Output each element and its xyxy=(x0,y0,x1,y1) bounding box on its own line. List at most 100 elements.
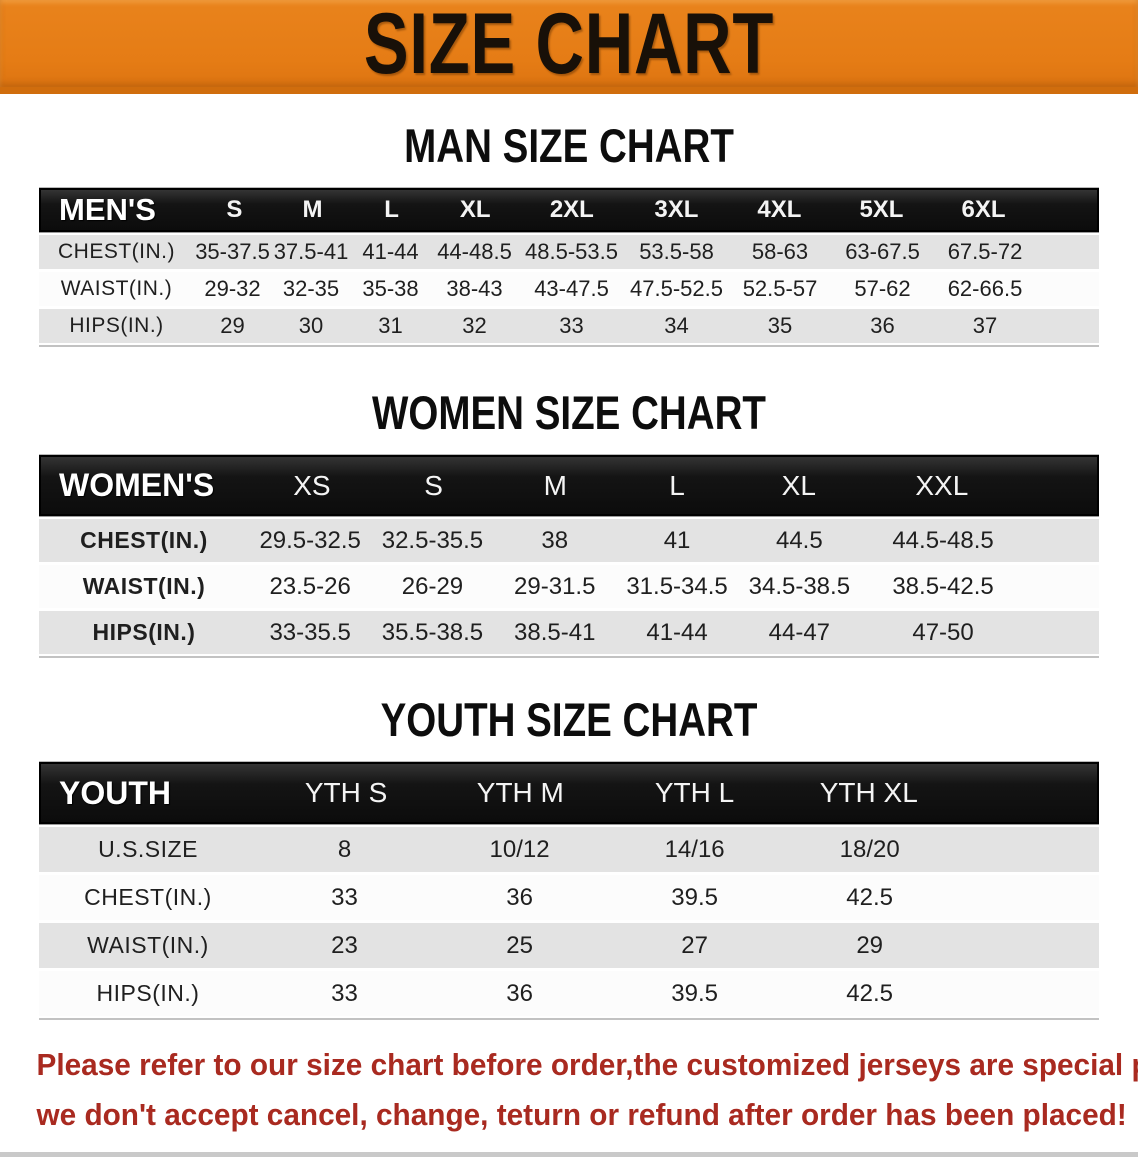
column-spacer xyxy=(957,971,1099,1016)
column-spacer xyxy=(1036,272,1099,306)
size-value: 32.5-35.5 xyxy=(381,526,484,554)
size-value: 27 xyxy=(681,931,708,959)
size-value: 47-50 xyxy=(912,618,974,646)
womens-heading: WOMEN SIZE CHART xyxy=(372,386,766,439)
row-label: CHEST(IN.) xyxy=(84,884,212,910)
row-label: HIPS(IN.) xyxy=(69,314,164,337)
size-value: 67.5-72 xyxy=(947,239,1023,264)
table-row: HIPS(IN.) 33-35.5 35.5-38.5 38.5-41 41-44 44-… xyxy=(39,611,1099,654)
mens-size-table: MEN'S S M L XL 2XL 3XL 4XL 5XL 6XL CHEST(IN.) 35-37… xyxy=(39,187,1099,347)
column-spacer xyxy=(957,827,1099,872)
size-value: 44-48.5 xyxy=(437,239,512,264)
size-column-header: YTH XL xyxy=(819,777,918,808)
size-value: 29-31.5 xyxy=(514,572,596,600)
size-value: 35-37.5 xyxy=(195,239,270,264)
size-value: 35-38 xyxy=(362,276,419,301)
size-value: 29-32 xyxy=(204,276,261,301)
size-value: 29.5-32.5 xyxy=(259,526,361,554)
column-spacer xyxy=(1034,190,1097,230)
size-value: 57-62 xyxy=(854,276,911,301)
size-value: 34 xyxy=(664,313,689,338)
size-value: 42.5 xyxy=(846,883,894,911)
size-value: 31 xyxy=(378,313,403,338)
row-label: WAIST(IN.) xyxy=(87,932,209,958)
size-value: 35 xyxy=(767,313,793,338)
table-row: HIPS(IN.) 29 30 31 32 33 34 35 36 37 xyxy=(39,309,1099,343)
size-value: 14/16 xyxy=(664,835,725,863)
table-header-row: YOUTH YTH S YTH M YTH L YTH XL xyxy=(39,762,1099,824)
size-value: 33 xyxy=(331,883,358,911)
size-value: 43-47.5 xyxy=(534,276,609,301)
size-value: 47.5-52.5 xyxy=(630,276,723,301)
size-value: 38-43 xyxy=(446,276,503,301)
size-value: 38.5-41 xyxy=(514,618,596,646)
size-value: 32 xyxy=(462,313,487,338)
row-label: CHEST(IN.) xyxy=(80,527,208,553)
banner: SIZE CHART xyxy=(0,0,1138,94)
size-value: 44.5-48.5 xyxy=(892,526,994,554)
size-column-header: M xyxy=(302,196,323,223)
size-column-header: 3XL xyxy=(654,196,699,223)
size-value: 41-44 xyxy=(362,239,419,264)
size-value: 26-29 xyxy=(401,572,464,600)
row-label: WAIST(IN.) xyxy=(60,277,173,300)
youth-size-table: YOUTH YTH S YTH M YTH L YTH XL U.S.SIZE 8 10/12… xyxy=(39,761,1099,1020)
size-value: 38 xyxy=(541,526,569,554)
column-spacer xyxy=(1036,309,1099,343)
banner-title: SIZE CHART xyxy=(363,0,775,92)
table-row: CHEST(IN.) 33 36 39.5 42.5 xyxy=(39,875,1099,920)
table-row: U.S.SIZE 8 10/12 14/16 18/20 xyxy=(39,827,1099,872)
disclaimer-line-2: we don't accept cancel, change, teturn o… xyxy=(36,1097,1127,1132)
size-column-header: 2XL xyxy=(549,196,594,223)
size-value: 41-44 xyxy=(646,618,708,646)
size-column-header: 4XL xyxy=(757,196,802,223)
size-value: 37.5-41 xyxy=(273,239,349,264)
size-value: 29 xyxy=(220,313,245,338)
size-value: 23 xyxy=(331,931,358,959)
size-column-header: S xyxy=(424,469,443,501)
table-row: WAIST(IN.) 23.5-26 26-29 29-31.5 31.5-34.5 34… xyxy=(39,565,1099,608)
size-column-header: XXL xyxy=(915,469,969,501)
table-row: HIPS(IN.) 33 36 39.5 42.5 xyxy=(39,971,1099,1016)
size-column-header: L xyxy=(669,469,685,501)
size-column-header: 6XL xyxy=(961,196,1006,223)
size-value: 37 xyxy=(972,313,998,338)
size-value: 25 xyxy=(506,931,533,959)
size-column-header: YTH M xyxy=(476,777,564,808)
row-label: U.S.SIZE xyxy=(98,836,198,862)
column-spacer xyxy=(1024,457,1097,514)
youth-heading: YOUTH SIZE CHART xyxy=(380,693,758,746)
size-value: 8 xyxy=(337,835,352,863)
size-column-header: XL xyxy=(781,469,816,501)
column-spacer xyxy=(957,923,1099,968)
mens-section: MAN SIZE CHART MEN'S S M L XL 2XL 3XL 4XL 5XL 6XL… xyxy=(0,120,1138,347)
table-header-row: WOMEN'S XS S M L XL XXL xyxy=(39,455,1099,516)
size-column-header: 5XL xyxy=(859,196,904,223)
table-row: CHEST(IN.) 29.5-32.5 32.5-35.5 38 41 44.5 44.5… xyxy=(39,519,1099,562)
size-value: 62-66.5 xyxy=(947,276,1023,301)
column-spacer xyxy=(957,875,1099,920)
bottom-edge-strip xyxy=(0,1152,1138,1157)
size-value: 41 xyxy=(663,526,691,554)
size-value: 39.5 xyxy=(671,979,718,1007)
column-spacer xyxy=(1026,611,1099,654)
row-label: CHEST(IN.) xyxy=(58,240,175,263)
size-value: 39.5 xyxy=(671,883,718,911)
table-row: CHEST(IN.) 35-37.5 37.5-41 41-44 44-48.5 48.5… xyxy=(39,235,1099,269)
table-title-label: YOUTH xyxy=(59,774,171,811)
row-label: WAIST(IN.) xyxy=(82,573,206,599)
table-title-label: WOMEN'S xyxy=(59,467,215,503)
size-value: 42.5 xyxy=(846,979,894,1007)
size-value: 36 xyxy=(506,883,533,911)
table-title-label: MEN'S xyxy=(59,192,156,227)
size-value: 34.5-38.5 xyxy=(748,572,851,600)
size-value: 18/20 xyxy=(839,835,900,863)
disclaimer: Please refer to our size chart before or… xyxy=(0,1040,1138,1140)
womens-section: WOMEN SIZE CHART WOMEN'S XS S M L XL XXL CHEST(… xyxy=(0,387,1138,658)
size-value: 38.5-42.5 xyxy=(892,572,994,600)
size-value: 36 xyxy=(870,313,895,338)
size-column-header: XS xyxy=(293,469,331,501)
column-spacer xyxy=(956,764,1097,822)
size-value: 44-47 xyxy=(768,618,831,646)
